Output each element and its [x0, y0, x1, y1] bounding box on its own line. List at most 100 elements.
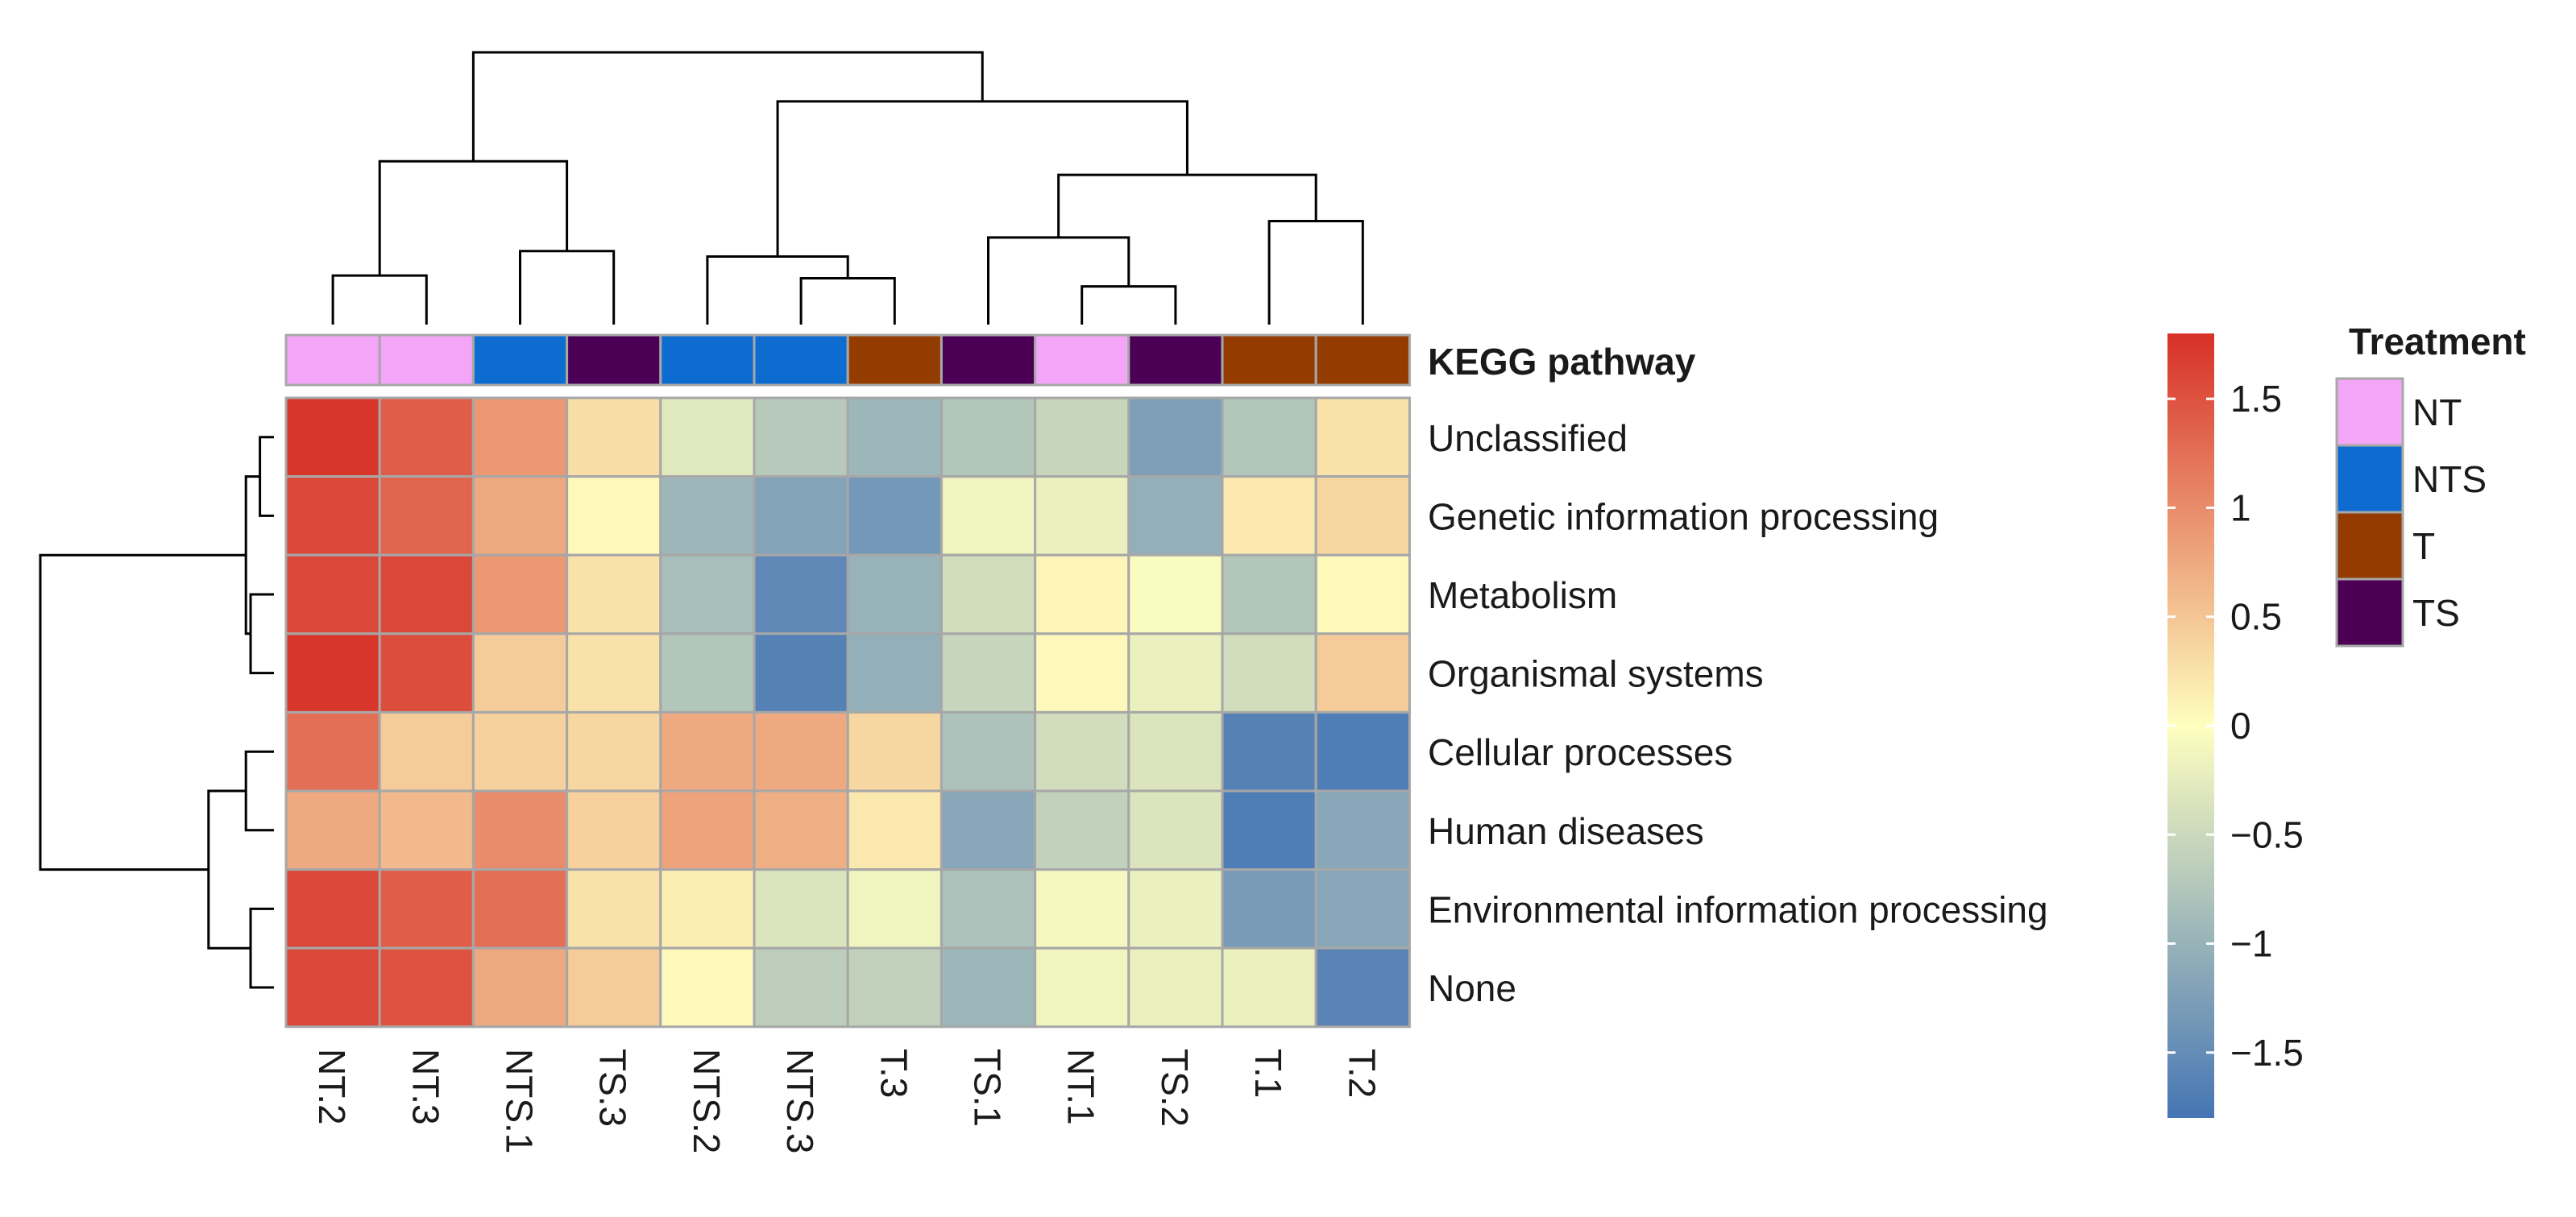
heatmap-cell-2-2 [471, 553, 569, 635]
heatmap-cell-4-3 [566, 710, 662, 793]
heatmap-cell-2-7 [940, 553, 1037, 635]
heatmap-cell-6-10 [1221, 868, 1317, 950]
annotation-cell-NT.2 [284, 333, 381, 387]
legend-label-TS: TS [2412, 592, 2460, 634]
heatmap-cell-0-2 [471, 396, 569, 478]
heatmap-cell-5-3 [566, 789, 662, 871]
heatmap-cell-0-3 [566, 396, 662, 478]
column-label: T.2 [1341, 1049, 1383, 1098]
annotation-cell-TS.1 [940, 333, 1037, 387]
heatmap-cell-1-1 [378, 475, 475, 557]
heatmap-cell-5-9 [1127, 789, 1224, 871]
heatmap-cell-0-4 [659, 396, 756, 478]
heatmap-cell-2-9 [1127, 553, 1224, 635]
heatmap-cell-0-7 [940, 396, 1037, 478]
heatmap-cell-1-5 [753, 475, 849, 557]
heatmap-cell-6-7 [940, 868, 1037, 950]
heatmap-cell-1-2 [471, 475, 569, 557]
legend-swatch-TS [2335, 577, 2404, 648]
row-label: Metabolism [1428, 574, 1617, 616]
heatmap-cell-1-0 [284, 475, 381, 557]
column-dendrogram-branch [776, 100, 1188, 257]
heatmap-cell-0-9 [1127, 396, 1224, 478]
heatmap-cell-3-11 [1314, 632, 1411, 714]
row-label: Genetic information processing [1428, 495, 1939, 537]
heatmap-cell-2-8 [1034, 553, 1130, 635]
column-dendrogram-branch [378, 159, 569, 276]
colorbar-tick-label: 1.5 [2230, 378, 2282, 420]
heatmap-cell-1-6 [846, 475, 943, 557]
annotation-cell-TS.2 [1127, 333, 1224, 387]
colorbar-tick-label: −1 [2230, 923, 2272, 965]
heatmap-cell-0-6 [846, 396, 943, 478]
heatmap-cell-6-5 [753, 868, 849, 950]
heatmap-cell-6-0 [284, 868, 381, 950]
color-scale-legend: 1.5 1 0.5 0 −0.5 −1 −1.5 [2167, 333, 2304, 1118]
annotation-cell-T.1 [1221, 333, 1317, 387]
heatmap-cell-5-0 [284, 789, 381, 871]
row-dendrogram-branch [259, 436, 274, 517]
legend-label-NTS: NTS [2412, 458, 2487, 500]
heatmap-cell-2-10 [1221, 553, 1317, 635]
heatmap-cell-6-9 [1127, 868, 1224, 950]
legend-swatch-NTS [2335, 444, 2404, 514]
row-dendrogram-branch [249, 907, 274, 989]
treatment-annotation-bar [284, 333, 1411, 387]
annotation-cell-NTS.3 [753, 333, 849, 387]
heatmap-cell-7-8 [1034, 946, 1130, 1029]
heatmap-cell-4-2 [471, 710, 569, 793]
heatmap-cell-5-1 [378, 789, 475, 871]
heatmap-cell-4-0 [284, 710, 381, 793]
heatmap-cell-6-3 [566, 868, 662, 950]
colorbar-tick-label: −1.5 [2230, 1032, 2304, 1074]
heatmap-cell-3-9 [1127, 632, 1224, 714]
heatmap-cell-3-0 [284, 632, 381, 714]
row-dendrogram-branch [244, 475, 260, 635]
row-dendrogram [39, 436, 274, 989]
row-dendrogram-branch [207, 789, 251, 950]
heatmap-cell-5-11 [1314, 789, 1411, 871]
column-label: NTS.2 [686, 1049, 728, 1153]
annotation-cell-NTS.2 [659, 333, 756, 387]
heatmap-cell-2-0 [284, 553, 381, 635]
heatmap-cell-0-1 [378, 396, 475, 478]
column-dendrogram-branch [1081, 285, 1177, 325]
heatmap-cell-1-10 [1221, 475, 1317, 557]
column-label: TS.1 [967, 1049, 1009, 1127]
heatmap-cell-3-7 [940, 632, 1037, 714]
row-dendrogram-branch [249, 593, 274, 675]
column-labels: NT.2 NT.3 NTS.1 TS.3 NTS.2 NTS.3 T.3 TS.1 NT.1 TS… [311, 1049, 1383, 1153]
colorbar-tick-label: 1 [2230, 486, 2251, 528]
legend-swatch-T [2335, 511, 2404, 581]
column-label: TS.2 [1154, 1049, 1196, 1127]
heatmap-cell-2-6 [846, 553, 943, 635]
column-dendrogram-branch [1057, 173, 1317, 238]
column-label: NTS.3 [779, 1049, 821, 1153]
heatmap-cell-4-5 [753, 710, 849, 793]
legend-label-NT: NT [2412, 391, 2462, 433]
heatmap-cells [284, 396, 1411, 1029]
heatmap-cell-6-6 [846, 868, 943, 950]
heatmap-cell-3-2 [471, 632, 569, 714]
heatmap-cell-2-5 [753, 553, 849, 635]
heatmap-cell-4-11 [1314, 710, 1411, 793]
row-label: Cellular processes [1428, 731, 1732, 773]
column-dendrogram-branch [799, 277, 896, 325]
heatmap-cell-6-4 [659, 868, 756, 950]
heatmap-cell-7-9 [1127, 946, 1224, 1029]
row-dendrogram-branch [244, 750, 274, 832]
column-label: NTS.1 [499, 1049, 541, 1153]
heatmap-cell-1-9 [1127, 475, 1224, 557]
row-label: Unclassified [1428, 417, 1628, 459]
heatmap-cell-5-2 [471, 789, 569, 871]
heatmap-cell-3-6 [846, 632, 943, 714]
heatmap-cell-0-8 [1034, 396, 1130, 478]
heatmap-cell-3-10 [1221, 632, 1317, 714]
column-label: T.3 [873, 1049, 915, 1098]
heatmap-cell-6-2 [471, 868, 569, 950]
heatmap-cell-6-8 [1034, 868, 1130, 950]
heatmap-cell-0-5 [753, 396, 849, 478]
heatmap-cell-5-6 [846, 789, 943, 871]
column-label: T.1 [1247, 1049, 1289, 1098]
